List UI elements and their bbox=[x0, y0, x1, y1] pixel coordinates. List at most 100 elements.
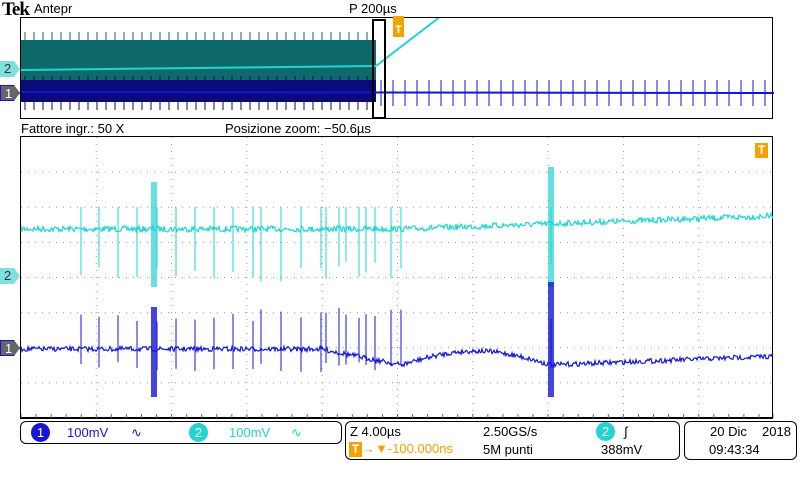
grid-dot bbox=[119, 382, 120, 384]
grid-dot bbox=[622, 165, 624, 166]
zoom-position: Posizione zoom: −50.6µs bbox=[225, 121, 371, 136]
grid-dot bbox=[294, 277, 295, 278]
grid-dot bbox=[246, 158, 248, 159]
grid-dot bbox=[56, 277, 57, 278]
grid-dot bbox=[56, 347, 57, 349]
grid-dot bbox=[168, 312, 169, 314]
grid-dot bbox=[84, 312, 85, 314]
grid-dot bbox=[95, 214, 97, 215]
grid-dot bbox=[322, 312, 323, 314]
zoom-waveform-window[interactable] bbox=[20, 136, 774, 419]
grid-dot bbox=[749, 312, 750, 314]
grid-dot bbox=[95, 389, 97, 390]
grid-dot bbox=[698, 312, 700, 313]
grid-dot bbox=[735, 277, 736, 278]
channel-1-marker[interactable]: 1 bbox=[0, 340, 20, 356]
timebase-trigger-readout[interactable]: Z 4.00µs 2.50GS/s 2 ∫ T →▼-100.000ns 5M p… bbox=[345, 421, 680, 460]
grid-dot bbox=[196, 312, 197, 314]
grid-dot bbox=[539, 241, 540, 243]
grid-dot bbox=[749, 241, 750, 243]
grid-dot bbox=[147, 206, 148, 208]
grid-dot bbox=[770, 382, 771, 384]
grid-dot bbox=[532, 277, 533, 278]
year: 2018 bbox=[762, 424, 791, 439]
grid-dot bbox=[518, 312, 519, 314]
grid-dot bbox=[42, 347, 43, 349]
grid-dot bbox=[567, 277, 568, 278]
channel-2-scale: 100mV bbox=[229, 425, 271, 440]
grid-dot bbox=[749, 206, 750, 208]
grid-dot bbox=[35, 171, 36, 173]
grid-dot bbox=[472, 221, 474, 222]
grid-dot bbox=[371, 312, 372, 314]
grid-dot bbox=[343, 277, 344, 278]
grid-dot bbox=[595, 347, 596, 349]
grid-dot bbox=[756, 382, 757, 384]
grid-dot bbox=[546, 347, 547, 349]
grid-dot bbox=[119, 241, 120, 243]
grid-dot bbox=[210, 241, 211, 243]
grid-dot bbox=[397, 382, 398, 383]
grid-dot bbox=[693, 206, 694, 208]
grid-dot bbox=[483, 241, 484, 243]
grid-dot bbox=[472, 396, 474, 397]
grid-dot bbox=[91, 382, 92, 384]
channel-readout[interactable]: 1 100mV ∿ 2 100mV ∿ bbox=[20, 421, 342, 444]
channel-2-marker[interactable]: 2 bbox=[0, 268, 20, 284]
grid-dot bbox=[70, 206, 71, 208]
grid-dot bbox=[321, 144, 323, 145]
grid-dot bbox=[511, 206, 512, 208]
grid-dot bbox=[350, 382, 351, 384]
grid-dot bbox=[616, 277, 617, 278]
grid-dot bbox=[686, 241, 687, 243]
grid-dot bbox=[321, 298, 323, 299]
grid-dot bbox=[497, 382, 498, 384]
grid-dot bbox=[622, 375, 624, 376]
channel-1-badge[interactable]: 1 bbox=[31, 423, 50, 442]
channel-1-waveform bbox=[21, 344, 774, 369]
grid-dot bbox=[483, 312, 484, 314]
grid-dot bbox=[182, 312, 183, 314]
trigger-icon: T bbox=[349, 442, 362, 457]
grid-dot bbox=[397, 186, 398, 187]
grid-dot bbox=[147, 241, 148, 243]
grid-dot bbox=[231, 171, 232, 173]
grid-dot bbox=[238, 206, 239, 208]
grid-dot bbox=[95, 312, 97, 313]
grid-dot bbox=[469, 347, 470, 349]
grid-dot bbox=[455, 241, 456, 243]
trigger-level-marker[interactable]: T bbox=[755, 143, 768, 158]
grid-dot bbox=[364, 382, 365, 384]
trigger-position-marker[interactable]: T bbox=[393, 16, 404, 37]
grid-dot bbox=[448, 382, 449, 384]
grid-dot bbox=[574, 206, 575, 208]
grid-dot bbox=[546, 312, 547, 314]
grid-dot bbox=[84, 382, 85, 384]
grid-dot bbox=[698, 263, 700, 264]
overview-waveform-window[interactable] bbox=[20, 17, 774, 119]
grid-dot bbox=[483, 382, 484, 384]
grid-dot bbox=[472, 284, 474, 285]
grid-dot bbox=[171, 291, 173, 292]
grid-dot bbox=[532, 347, 533, 349]
channel-2-badge[interactable]: 2 bbox=[189, 423, 208, 442]
grid-dot bbox=[357, 206, 358, 208]
grid-dot bbox=[532, 241, 533, 243]
grid-dot bbox=[397, 361, 398, 362]
grid-dot bbox=[385, 382, 386, 384]
channel-2-marker-overview[interactable]: 2 bbox=[0, 61, 20, 77]
grid-dot bbox=[95, 340, 97, 341]
grid-dot bbox=[70, 382, 71, 384]
grid-dot bbox=[140, 312, 141, 314]
grid-dot bbox=[321, 354, 323, 355]
grid-dot bbox=[595, 241, 596, 243]
channel-1-marker-overview[interactable]: 1 bbox=[0, 85, 20, 101]
grid-dot bbox=[472, 186, 474, 187]
trigger-source-badge[interactable]: 2 bbox=[596, 422, 615, 441]
datetime-readout[interactable]: 20 Dic 2018 09:43:34 bbox=[684, 421, 797, 460]
grid-dot bbox=[112, 171, 113, 173]
grid-dot bbox=[623, 312, 624, 314]
grid-dot bbox=[392, 171, 393, 173]
grid-dot bbox=[63, 312, 64, 314]
grid-dot bbox=[98, 382, 99, 384]
